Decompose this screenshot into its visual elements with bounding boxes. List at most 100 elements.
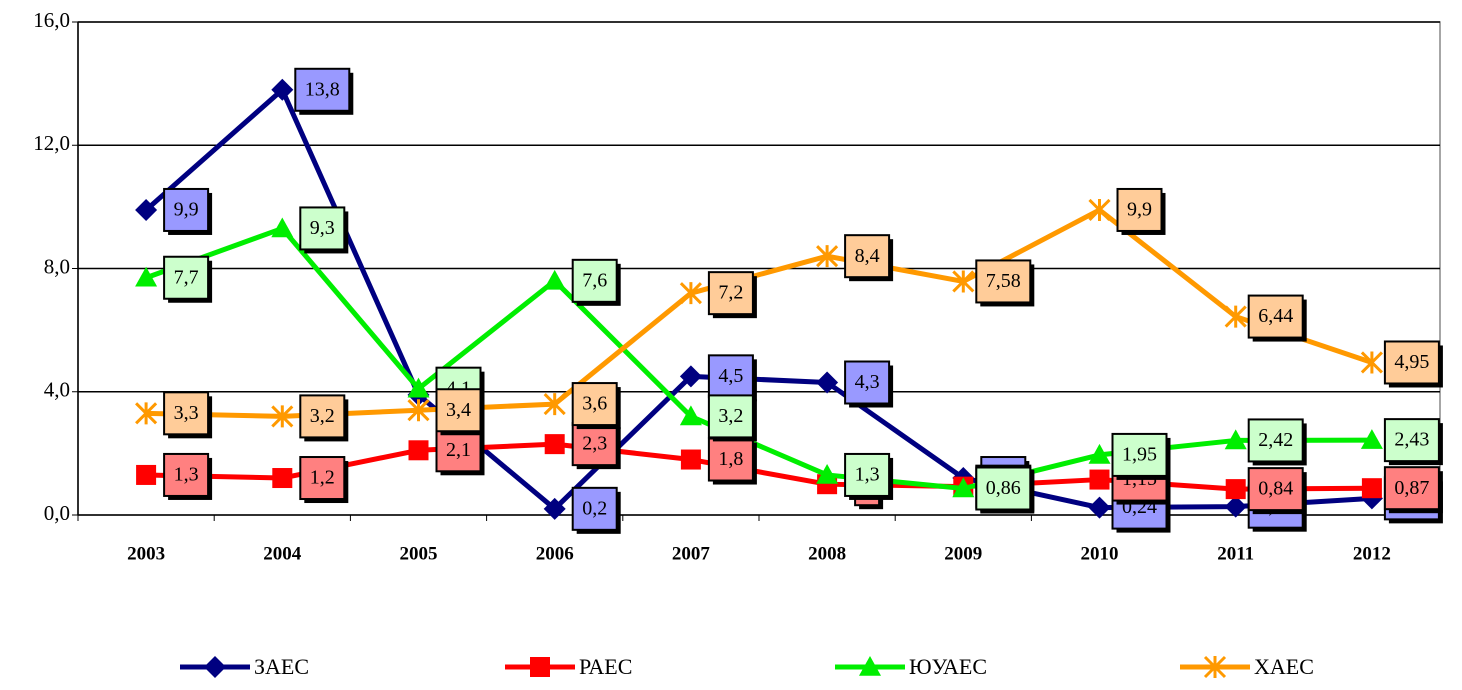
marker [271,405,294,428]
label-box [844,452,891,497]
data-label: 2,43 [1394,429,1429,451]
y-tick-label: 16,0 [33,8,70,32]
marker [816,371,839,394]
label-box [163,187,210,232]
y-tick-label: 0,0 [44,501,70,525]
x-tick-label: 2012 [1353,543,1391,564]
data-label: 1,3 [174,464,199,486]
marker [543,393,566,416]
label-box [163,452,210,497]
label-box [975,259,1032,304]
data-label: 2,3 [582,433,607,455]
data-label: 9,9 [174,199,199,221]
data-label: 3,2 [718,405,743,427]
data-label: 7,7 [174,266,199,288]
marker [1224,429,1247,450]
marker [272,468,293,489]
data-label: 7,58 [986,270,1021,292]
x-tick-label: 2004 [263,543,302,564]
label-box [299,394,346,439]
data-label: 0,87 [1394,477,1429,499]
marker [136,464,157,485]
marker [1225,479,1246,500]
data-label: 4,3 [855,371,880,393]
marker [530,657,550,677]
data-label: 2,42 [1258,429,1293,451]
data-label: 6,44 [1258,305,1293,327]
legend-label: РАЕС [579,654,632,679]
data-label: 0,2 [582,497,607,519]
marker [1088,443,1111,464]
data-label: 0,84 [1258,478,1293,500]
data-label: 3,3 [174,402,199,424]
marker [408,440,429,461]
data-label: 2,1 [446,439,471,461]
marker [679,282,702,305]
label-box [1247,418,1304,463]
marker [407,399,430,422]
marker [135,198,158,221]
data-label: 4,5 [718,365,743,387]
label-box [1247,467,1304,512]
marker [135,266,158,287]
label-box [163,255,210,300]
data-label: 3,6 [582,393,607,415]
marker [679,365,702,388]
label-box [294,67,351,112]
label-box [435,388,482,433]
marker [680,449,701,470]
x-tick-label: 2010 [1081,543,1119,564]
label-box [1383,466,1440,511]
data-label: 7,2 [718,282,743,304]
marker [679,405,702,426]
data-label: 1,2 [310,467,335,489]
label-box [571,486,618,531]
marker [1361,478,1382,499]
marker [543,497,566,520]
label-box [435,428,482,473]
data-label: 4,95 [1394,351,1429,373]
marker [135,402,158,425]
data-label: 1,95 [1122,444,1157,466]
data-label: 1,8 [718,448,743,470]
data-label: 1,3 [855,464,880,486]
data-label: 9,3 [310,217,335,239]
data-label: 8,4 [855,245,880,267]
marker [952,477,975,498]
label-box [1383,340,1440,385]
data-label: 9,9 [1127,199,1152,221]
label-box [1116,187,1163,232]
label-box [707,437,754,482]
label-box [1247,294,1304,339]
x-tick-label: 2005 [400,543,438,564]
marker [1224,495,1247,518]
marker [1088,198,1111,222]
label-box [571,258,618,303]
x-tick-label: 2008 [808,543,846,564]
y-tick-label: 4,0 [44,378,70,402]
marker [204,656,226,678]
marker [271,217,294,238]
marker [271,78,294,101]
label-box [1383,418,1440,463]
marker [859,656,881,676]
series-line [146,207,1373,419]
x-tick-label: 2007 [672,543,711,564]
marker [1360,351,1383,374]
marker [1224,305,1247,328]
label-box [707,394,754,439]
label-box [299,206,346,251]
label-box [163,391,210,436]
label-box [975,466,1032,511]
legend-label: ХАЕС [1254,654,1314,679]
data-label: 3,2 [310,405,335,427]
data-label: 3,4 [446,399,471,421]
marker [1203,655,1227,679]
label-box [1111,432,1168,477]
label-box [707,271,754,316]
marker [543,269,566,290]
label-box [844,234,891,279]
data-label: 7,6 [582,269,607,291]
x-tick-label: 2009 [944,543,982,564]
